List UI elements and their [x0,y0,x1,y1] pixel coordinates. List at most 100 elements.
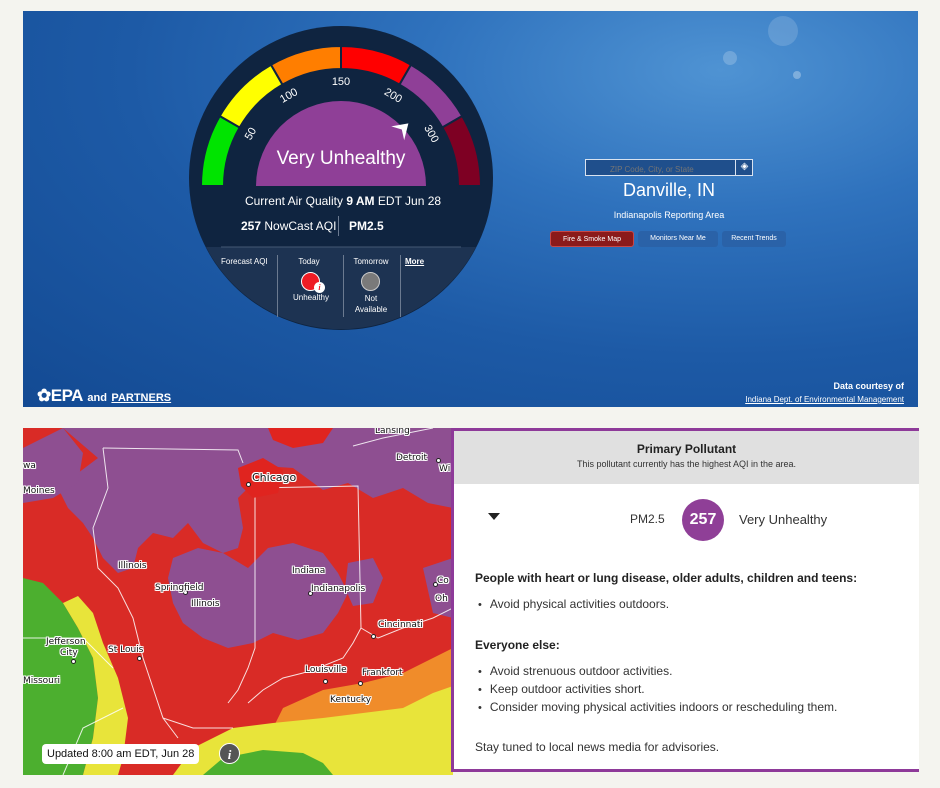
forecast-more-link[interactable]: More [405,257,425,266]
very-unhealthy-zone [423,558,453,618]
city-name: Danville, IN [622,180,716,200]
divider [338,216,339,236]
info-icon[interactable]: i [219,743,240,764]
moderate-zone [23,578,98,775]
reporting-area: Indianapolis Reporting Area [613,210,725,220]
hero-banner: 50 100 150 200 300 Very Unhealthy Current Ai… [23,11,918,407]
city-marker [183,590,188,595]
list-item: Avoid strenuous outdoor activities. [478,662,837,680]
monitors-near-me-button[interactable]: Monitors Near Me [638,231,718,247]
very-unhealthy-zone [58,428,453,573]
map-label-co: Co [437,576,449,586]
lens-flare [793,71,801,79]
category-shape [256,101,426,186]
usg-zone [173,686,453,775]
gauge-tick-label: 50 [243,126,260,143]
list-item: Consider moving physical activities indo… [478,698,838,716]
sensitive-groups-list: Avoid physical activities outdoors. [478,595,669,613]
city-marker [308,591,313,596]
map-label-des-moines: Moines [23,486,55,496]
forecast-tomorrow-status: Not Available [345,293,397,315]
map-updated-timestamp: Updated 8:00 am EDT, Jun 28 [42,744,200,764]
current-date: EDT Jun 28 [377,194,442,208]
map-label-missouri: Missouri [23,676,61,686]
gauge-arcs [199,44,483,187]
forecast-tomorrow-label: Tomorrow [353,257,389,266]
gauge-segment [440,114,483,187]
city-marker [323,679,328,684]
city-marker [71,659,76,664]
map-label-wi: Wi [439,464,451,474]
everyone-else-list: Avoid strenuous outdoor activities. Keep… [478,662,838,716]
forecast-tomorrow-indicator [361,272,380,291]
list-item: Avoid physical activities outdoors. [478,595,669,613]
list-item: Keep outdoor activities short. [478,680,837,698]
city-marker [246,482,251,487]
very-unhealthy-zone [345,558,383,606]
chevron-down-icon[interactable] [488,513,500,520]
logo-text: EPA [50,386,84,405]
nowcast-value: 257 [241,219,262,233]
current-prefix: Current Air Quality [244,194,343,208]
forecast-today-label: Today [298,257,320,266]
map-label-indiana: Indiana [292,566,326,576]
city-marker [358,681,363,686]
aqi-map-layer [23,428,453,775]
locate-icon[interactable]: ◈ [735,159,753,176]
map-label-louisville: Louisville [305,665,347,675]
everyone-else-title: Everyone else: [475,638,560,652]
lens-flare [723,51,737,65]
map-label-oh: Oh [435,594,448,604]
usg-zone [63,596,128,775]
city-marker [433,582,438,587]
location-search-input[interactable] [585,159,753,176]
map-label-st-louis: St Louis [108,645,144,655]
aqi-category: Very Unhealthy [739,512,828,527]
lens-flare [768,16,798,46]
primary-pollutant-panel: Primary Pollutant This pollutant current… [451,428,919,772]
nowcast-aqi: 257 NowCast AQI [241,219,336,233]
divider [400,255,401,317]
city-marker [137,656,142,661]
forecast-label: Forecast AQI [221,257,268,266]
city-marker [436,458,441,463]
map-label-indianapolis: Indianapolis [311,584,366,594]
map-label-jefferson: Jefferson [46,637,86,647]
city-marker [371,634,376,639]
epa-logo[interactable]: ✿EPA and PARTNERS [37,386,171,406]
status-line: Available [354,305,388,314]
status-line: Not [364,294,378,303]
unhealthy-zone [238,458,283,498]
divider [277,255,278,317]
aqi-badge: 257 [682,499,724,541]
map-label-frankfort: Frankfort [362,668,403,678]
map-label-lansing: Lansing [375,428,410,436]
current-time: 9 AM [346,194,375,208]
sensitive-groups-title: People with heart or lung disease, older… [475,571,858,585]
forecast-band [206,247,476,330]
forecast-today-status: Unhealthy [292,293,330,302]
pollutant-name: PM2.5 [630,512,665,526]
divider [343,255,344,317]
map-label-illinois: Illinois [191,599,220,609]
map-label-iowa: wa [23,461,36,471]
recent-trends-button[interactable]: Recent Trends [722,231,786,247]
pollutant-label: PM2.5 [349,219,384,233]
advisory-footer: Stay tuned to local news media for advis… [475,740,720,754]
map-label-cincinnati: Cincinnati [378,620,423,630]
info-icon[interactable]: i [314,282,325,293]
panel-header: Primary Pollutant This pollutant current… [454,431,919,484]
courtesy-agency-link[interactable]: Indiana Dept. of Environmental Managemen… [745,395,904,404]
map-label-city: City [60,648,78,658]
logo-and: and [87,392,107,404]
nowcast-label: NowCast AQI [264,219,337,233]
aqi-map[interactable]: ​ Lansing Detroit Wi wa Moines Chicago I… [23,428,453,775]
gauge-needle [391,123,409,141]
map-label-kentucky: Kentucky [330,695,372,705]
fire-smoke-map-button[interactable]: Fire & Smoke Map [550,231,634,247]
partners-link[interactable]: PARTNERS [111,392,172,404]
very-unhealthy-zone [23,428,83,503]
map-label-detroit: Detroit [396,453,428,463]
map-label-illinois-state: Illinois [118,561,147,571]
